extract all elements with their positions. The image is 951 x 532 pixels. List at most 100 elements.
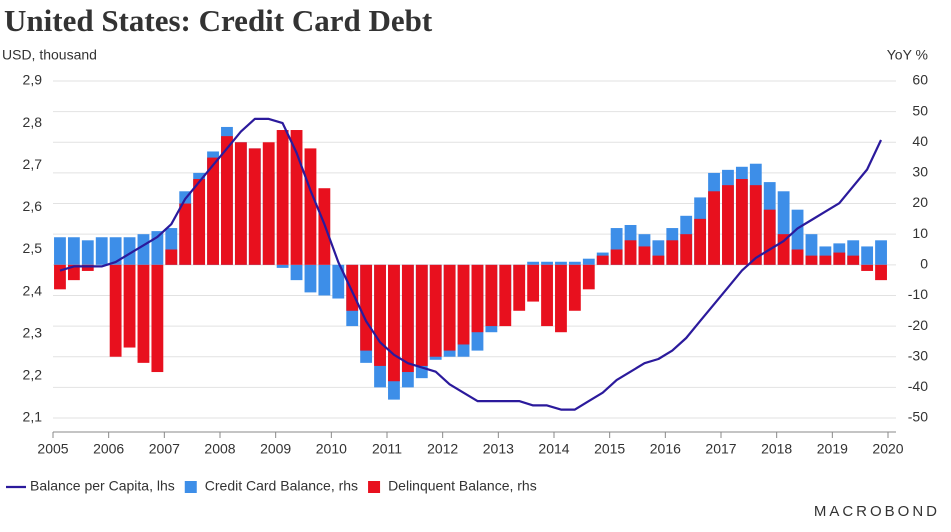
bar xyxy=(165,228,178,265)
bar xyxy=(791,249,804,265)
bar xyxy=(652,255,665,265)
y2-tick-label: -50 xyxy=(908,409,928,425)
line xyxy=(59,117,882,411)
bar xyxy=(193,179,206,265)
bar xyxy=(151,264,164,373)
bar xyxy=(374,264,386,366)
bar xyxy=(304,264,317,293)
x-tick-label: 2019 xyxy=(817,441,848,457)
bar xyxy=(262,142,275,265)
y-tick-label: 2,4 xyxy=(23,282,43,298)
bar xyxy=(248,148,261,265)
bar xyxy=(847,255,860,265)
bar xyxy=(415,264,428,366)
bar xyxy=(847,240,860,265)
bar xyxy=(207,157,219,265)
bar xyxy=(541,261,553,265)
bar xyxy=(485,264,498,327)
y2-tick-label: 10 xyxy=(912,225,928,241)
bar xyxy=(443,264,456,351)
bar xyxy=(555,261,567,265)
bar xyxy=(290,264,303,281)
bar xyxy=(81,264,94,271)
bar xyxy=(471,264,484,333)
y2-tick-label: -30 xyxy=(908,347,928,363)
y2-tick-label: -40 xyxy=(908,378,928,394)
bar xyxy=(527,264,540,302)
bar xyxy=(276,264,289,268)
bar xyxy=(527,261,540,265)
bar xyxy=(777,191,790,265)
bar xyxy=(67,237,80,265)
bar xyxy=(429,264,442,357)
x-tick-label: 2011 xyxy=(372,441,402,457)
x-tick-label: 2016 xyxy=(650,441,681,457)
bar xyxy=(875,264,887,281)
bar xyxy=(568,264,581,311)
bar xyxy=(861,246,874,265)
bar xyxy=(638,246,651,265)
bar xyxy=(777,234,790,265)
bar xyxy=(610,228,623,265)
bar xyxy=(290,130,303,265)
bar xyxy=(109,264,122,357)
legend-label: Delinquent Balance, rhs xyxy=(388,478,537,494)
x-tick-label: 2017 xyxy=(705,441,736,457)
bar xyxy=(708,191,720,265)
bar xyxy=(54,264,66,290)
bar xyxy=(332,264,345,299)
y-tick-label: 2,9 xyxy=(23,72,43,88)
bar xyxy=(123,264,136,348)
bar xyxy=(304,148,317,265)
x-tick-label: 2007 xyxy=(149,441,180,457)
bar xyxy=(694,218,707,265)
bar xyxy=(680,234,693,265)
bar xyxy=(596,255,609,265)
y-tick-label: 2,5 xyxy=(23,240,43,256)
bar xyxy=(582,264,595,290)
bar xyxy=(54,237,66,265)
bar xyxy=(735,179,748,265)
x-tick-label: 2012 xyxy=(427,441,458,457)
bar xyxy=(81,240,94,265)
bar xyxy=(805,255,818,265)
bar xyxy=(791,209,804,265)
bar xyxy=(555,264,567,333)
y-tick-label: 2,7 xyxy=(23,156,43,172)
y2-tick-label: -20 xyxy=(908,317,928,333)
x-tick-label: 2018 xyxy=(761,441,792,457)
bar xyxy=(165,249,178,265)
bar xyxy=(513,264,526,311)
y2-tick-label: 0 xyxy=(920,256,928,272)
bar xyxy=(568,261,581,265)
bar xyxy=(388,264,400,382)
bar xyxy=(457,264,470,345)
y-tick-label: 2,2 xyxy=(23,367,43,383)
bar xyxy=(95,237,108,265)
x-tick-label: 2009 xyxy=(260,441,291,457)
x-tick-label: 2014 xyxy=(538,441,569,457)
y2-axis-label: YoY % xyxy=(887,47,928,63)
legend-swatch xyxy=(184,481,197,493)
x-tick-label: 2020 xyxy=(872,441,903,457)
y2-tick-label: 40 xyxy=(912,133,928,149)
bar xyxy=(652,240,665,265)
legend-label: Balance per Capita, lhs xyxy=(30,478,175,494)
bar xyxy=(722,185,734,265)
y2-tick-label: 60 xyxy=(912,72,928,88)
bar xyxy=(151,231,164,265)
y-tick-label: 2,8 xyxy=(23,114,43,130)
bar xyxy=(875,240,887,265)
bar xyxy=(67,264,80,281)
bar xyxy=(805,234,818,265)
x-tick-label: 2013 xyxy=(483,441,514,457)
x-tick-label: 2008 xyxy=(204,441,235,457)
bar xyxy=(276,130,289,265)
legend-label: Credit Card Balance, rhs xyxy=(205,478,358,494)
bar xyxy=(179,203,192,265)
bar xyxy=(401,264,414,373)
y-tick-label: 2,1 xyxy=(23,409,43,425)
y-tick-label: 2,6 xyxy=(23,198,43,214)
bar xyxy=(346,264,359,311)
chart-title: United States: Credit Card Debt xyxy=(4,3,433,38)
